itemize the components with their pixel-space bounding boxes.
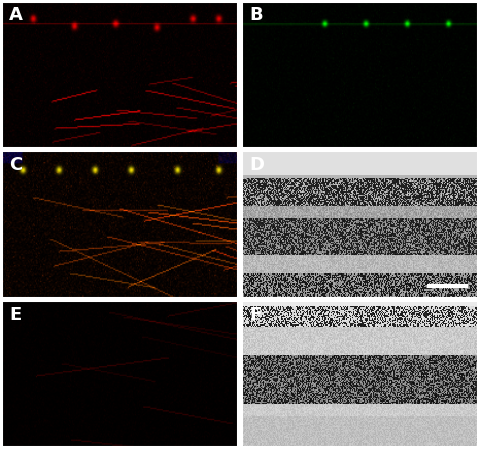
Text: B: B — [249, 6, 263, 24]
Text: D: D — [249, 156, 264, 174]
Text: C: C — [9, 156, 22, 174]
Text: F: F — [249, 305, 261, 324]
Text: A: A — [9, 6, 23, 24]
Text: E: E — [9, 305, 21, 324]
